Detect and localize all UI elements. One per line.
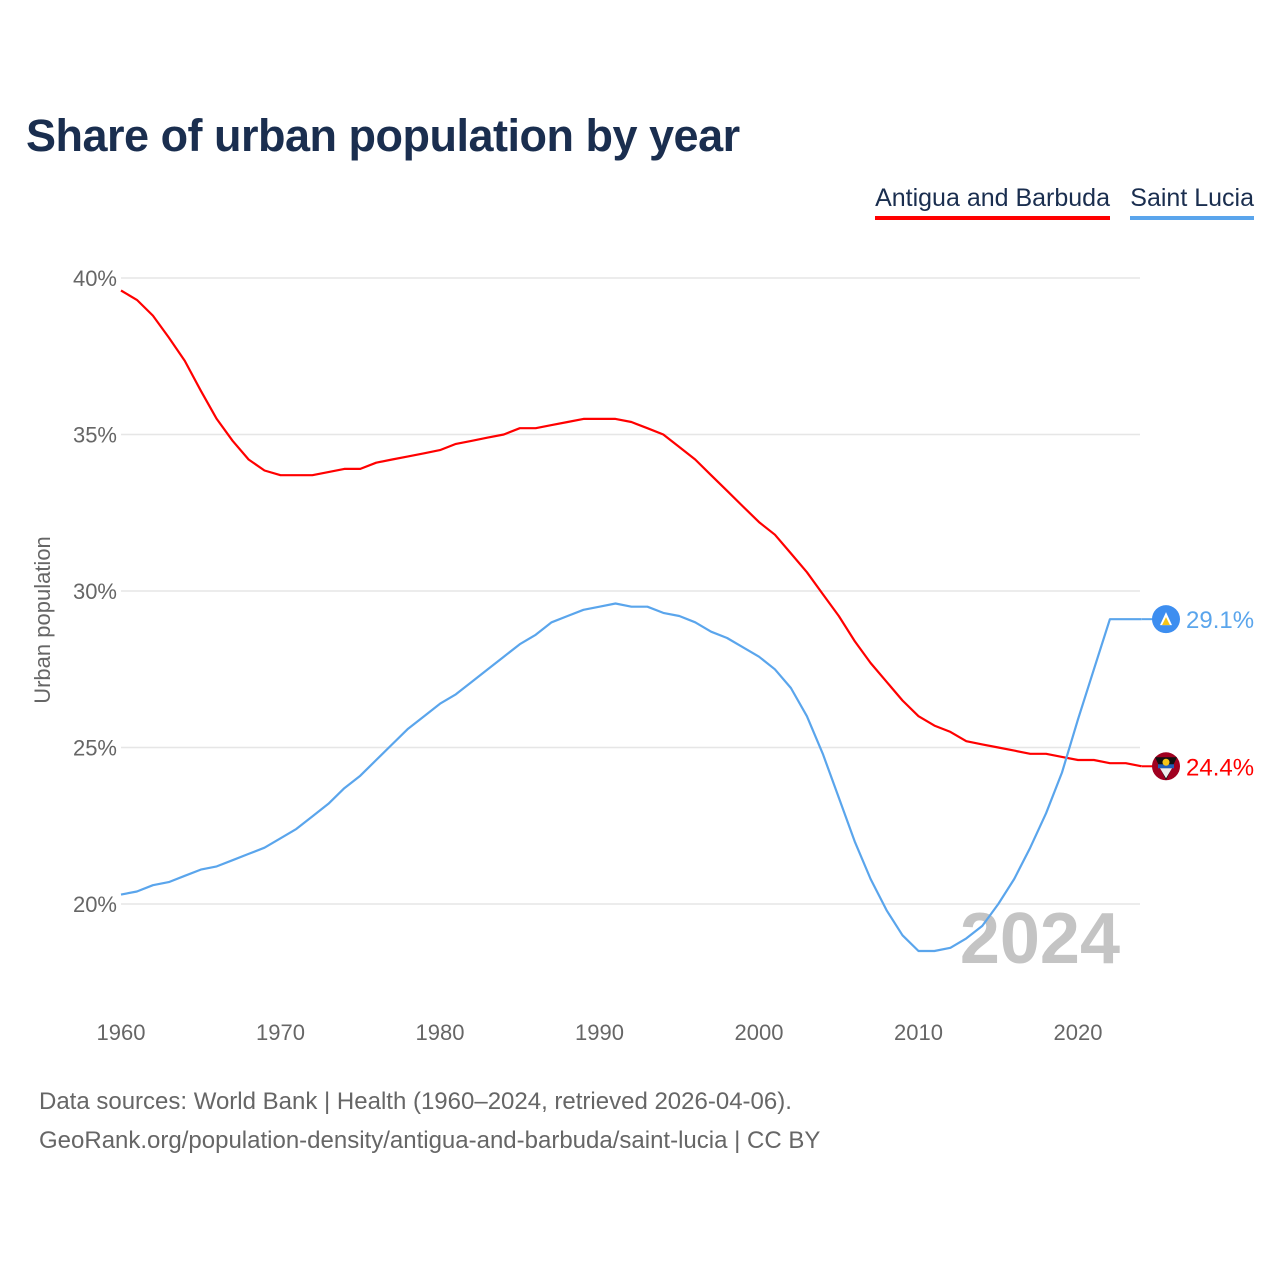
- footer-attribution: GeoRank.org/population-density/antigua-a…: [39, 1127, 821, 1154]
- y-tick-label: 30%: [73, 579, 117, 604]
- x-tick-label: 2000: [735, 1020, 784, 1045]
- legend-antigua-and-barbuda[interactable]: Antigua and Barbuda: [875, 184, 1110, 220]
- series-line-saint-lucia: [120, 602, 1142, 953]
- end-value-label: 24.4%: [1186, 754, 1254, 781]
- flag-white: [1160, 768, 1172, 779]
- flag-triangle-inner: [1162, 617, 1170, 626]
- legend-saint-lucia[interactable]: Saint Lucia: [1130, 184, 1254, 220]
- x-tick-label: 2010: [894, 1020, 943, 1045]
- x-tick-label: 1970: [256, 1020, 305, 1045]
- y-axis-label: Urban population: [30, 536, 55, 704]
- x-tick-label: 2020: [1054, 1020, 1103, 1045]
- y-tick-label: 20%: [73, 892, 117, 917]
- year-watermark: 2024: [960, 899, 1120, 979]
- x-tick-label: 1980: [416, 1020, 465, 1045]
- x-tick-label: 1990: [575, 1020, 624, 1045]
- y-tick-label: 25%: [73, 736, 117, 761]
- end-value-label: 29.1%: [1186, 607, 1254, 634]
- flag-blue: [1158, 764, 1174, 769]
- y-tick-label: 40%: [73, 266, 117, 291]
- footer-sources: Data sources: World Bank | Health (1960–…: [39, 1088, 792, 1115]
- chart-title: Share of urban population by year: [26, 110, 740, 161]
- y-tick-label: 35%: [73, 423, 117, 448]
- flag-sun: [1162, 758, 1170, 766]
- line-chart: 20% 25% 30% 35% 40% 1960 1970 1980 1990 2000 2010 2…: [30, 266, 1254, 1045]
- x-tick-label: 1960: [97, 1020, 146, 1045]
- series-line-antigua-and-barbuda: [120, 289, 1143, 768]
